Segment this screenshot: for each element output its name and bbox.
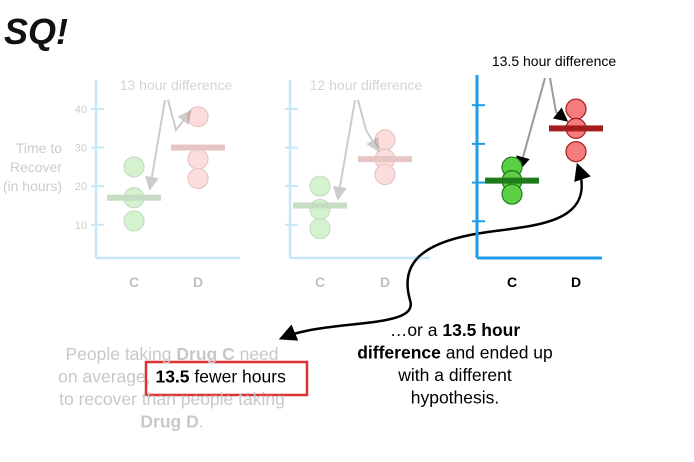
caption-line: …or a 13.5 hour	[390, 320, 521, 340]
y-tick-label: 30	[75, 143, 87, 155]
x-tick-label: C	[129, 274, 139, 290]
chart-title: 13 hour difference	[120, 77, 233, 93]
chart-title: 13.5 hour difference	[492, 53, 616, 69]
data-point	[123, 187, 145, 209]
x-tick-label: C	[507, 274, 517, 290]
mean-bar	[293, 202, 347, 209]
caption-line: hypothesis.	[411, 388, 500, 408]
y-axis-label: (in hours)	[3, 178, 62, 194]
bold-text: Drug C	[176, 344, 235, 364]
x-tick-label: D	[193, 274, 203, 290]
chart: 12 hour difference C D	[285, 77, 430, 290]
caption-line: to recover than people taking	[59, 389, 285, 409]
y-axis-label: Recover	[10, 159, 62, 175]
data-point	[374, 148, 396, 170]
mean-bar	[485, 177, 539, 184]
highlight-box	[144, 360, 309, 397]
x-tick-label: D	[380, 274, 390, 290]
chart-title: 12 hour difference	[310, 77, 423, 93]
x-tick-label: C	[315, 274, 325, 290]
data-point	[309, 175, 331, 197]
y-axis-label: Time to	[16, 140, 62, 156]
bold-text: Drug D	[140, 412, 198, 432]
y-tick-label: 20	[75, 181, 87, 193]
bold-text: 13.5 hour	[442, 320, 520, 340]
big-arrow	[278, 162, 591, 341]
chart: 13.5 hour difference C D	[472, 53, 616, 290]
data-point	[565, 141, 587, 163]
text: …or a	[390, 320, 443, 340]
caption-line: with a different	[397, 365, 512, 385]
data-point	[374, 163, 396, 186]
text: need	[235, 344, 279, 364]
title-arrows	[516, 77, 569, 171]
data-point	[123, 156, 145, 178]
logo: SQ!	[4, 11, 68, 52]
data-point	[309, 218, 331, 240]
data-point	[187, 167, 209, 190]
x-tick-label: D	[571, 274, 581, 290]
y-tick-label: 10	[75, 220, 87, 232]
text: with a different	[397, 365, 512, 385]
text: to recover than people taking	[59, 389, 285, 409]
y-tick-label: 40	[75, 104, 87, 116]
mean-bar	[107, 194, 161, 201]
mean-bar	[549, 125, 603, 132]
text: hypothesis.	[411, 388, 500, 408]
text: fewer hours	[190, 367, 287, 387]
text: and ended up	[441, 343, 553, 363]
data-point	[374, 129, 396, 151]
caption-line: on average, 13.5 fewer hours	[58, 367, 286, 387]
mean-bar	[171, 144, 225, 151]
bold-text: 13.5	[155, 367, 189, 387]
data-point	[187, 148, 209, 170]
data-point	[565, 98, 587, 120]
text: .	[199, 412, 204, 432]
text: on average,	[58, 367, 155, 387]
data-point	[501, 183, 523, 205]
data-point	[187, 106, 209, 128]
text: People taking	[65, 344, 176, 364]
caption-line: People taking Drug C need	[65, 344, 278, 364]
data-point	[123, 210, 145, 232]
chart: 13 hour difference 10 20 30 40 Time to Recover…	[3, 77, 240, 290]
data-point	[309, 198, 331, 220]
mean-bar	[358, 156, 412, 163]
caption-line: difference and ended up	[357, 343, 553, 363]
bold-text: difference	[357, 343, 441, 363]
faded-arrows	[144, 99, 380, 201]
caption-line: Drug D.	[140, 412, 203, 432]
